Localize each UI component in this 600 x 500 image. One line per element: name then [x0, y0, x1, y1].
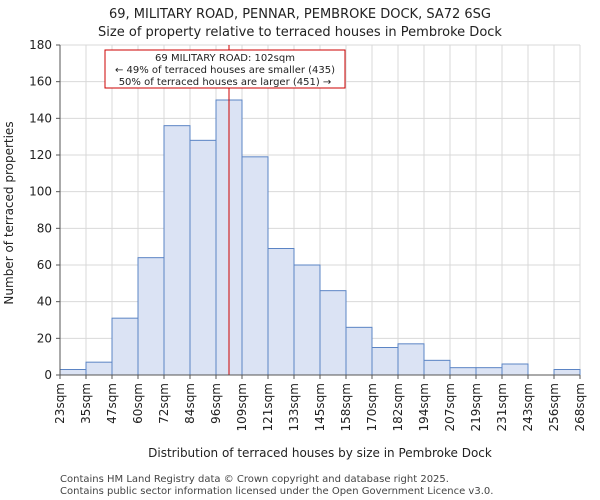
- histogram-bar: [475, 367, 503, 376]
- histogram-bar: [397, 343, 425, 376]
- annotation-line-1: 69 MILITARY ROAD: 102sqm: [155, 53, 295, 64]
- y-tick-label: 60: [37, 258, 52, 272]
- histogram-bar: [189, 139, 217, 376]
- x-tick-label: 170sqm: [365, 383, 379, 431]
- histogram-bar: [345, 326, 373, 376]
- y-tick-label: 40: [37, 295, 52, 309]
- annotation-line-3: 50% of terraced houses are larger (451) …: [119, 77, 332, 88]
- y-tick-label: 140: [29, 111, 52, 125]
- histogram-bar: [59, 369, 87, 376]
- x-tick-label: 231sqm: [495, 383, 509, 431]
- x-tick-label: 60sqm: [131, 383, 145, 424]
- x-axis-label: Distribution of terraced houses by size …: [148, 446, 492, 460]
- x-tick-label: 47sqm: [105, 383, 119, 424]
- x-tick-label: 219sqm: [469, 383, 483, 431]
- y-tick-label: 20: [37, 331, 52, 345]
- x-tick-label: 72sqm: [157, 383, 171, 424]
- y-tick-label: 80: [37, 221, 52, 235]
- x-tick-label: 145sqm: [313, 383, 327, 431]
- x-tick-label: 158sqm: [339, 383, 353, 431]
- y-tick-label: 180: [29, 38, 52, 52]
- x-tick-labels: 23sqm 35sqm 47sqm 60sqm 72sqm 84sqm 96sqm 109sq…: [53, 375, 587, 431]
- histogram-bar: [163, 125, 191, 376]
- footer-line-2: Contains public sector information licen…: [60, 486, 493, 497]
- y-tick-label: 160: [29, 75, 52, 89]
- annotation-frame: [104, 49, 346, 89]
- histogram-bar: [371, 347, 399, 376]
- y-tick-labels: 0 20 40 60 80 100 120 140 160 180: [29, 38, 60, 382]
- histogram-bar: [241, 156, 269, 376]
- x-tick-label: 182sqm: [391, 383, 405, 431]
- chart-title: 69, MILITARY ROAD, PENNAR, PEMBROKE DOCK…: [109, 7, 491, 22]
- x-tick-label: 109sqm: [235, 383, 249, 431]
- histogram-bar: [137, 257, 165, 376]
- footer-line-1: Contains HM Land Registry data © Crown c…: [60, 474, 449, 485]
- histogram-bar: [111, 317, 139, 376]
- x-tick-label: 23sqm: [53, 383, 67, 424]
- x-tick-label: 243sqm: [521, 383, 535, 431]
- histogram-bar: [449, 367, 477, 376]
- histogram-bar: [85, 361, 113, 376]
- x-tick-label: 96sqm: [209, 383, 223, 424]
- y-tick-label: 100: [29, 185, 52, 199]
- annotation-box: 69 MILITARY ROAD: 102sqm ← 49% of terrac…: [104, 49, 346, 89]
- x-tick-label: 268sqm: [573, 383, 587, 431]
- annotation-line-2: ← 49% of terraced houses are smaller (43…: [115, 65, 335, 76]
- histogram-bar: [553, 369, 581, 376]
- histogram-bar: [293, 264, 321, 376]
- histogram-bar: [423, 359, 451, 376]
- histogram-bar: [501, 363, 529, 376]
- histogram-bar: [319, 290, 347, 376]
- x-tick-label: 194sqm: [417, 383, 431, 431]
- x-tick-label: 35sqm: [79, 383, 93, 424]
- x-tick-label: 121sqm: [261, 383, 275, 431]
- x-tick-label: 133sqm: [287, 383, 301, 431]
- x-tick-label: 84sqm: [183, 383, 197, 424]
- histogram-bar: [267, 248, 295, 376]
- chart-subtitle: Size of property relative to terraced ho…: [98, 25, 502, 40]
- x-tick-label: 207sqm: [443, 383, 457, 431]
- x-tick-label: 256sqm: [547, 383, 561, 431]
- y-tick-label: 0: [44, 368, 52, 382]
- y-tick-label: 120: [29, 148, 52, 162]
- y-axis-label: Number of terraced properties: [2, 121, 16, 304]
